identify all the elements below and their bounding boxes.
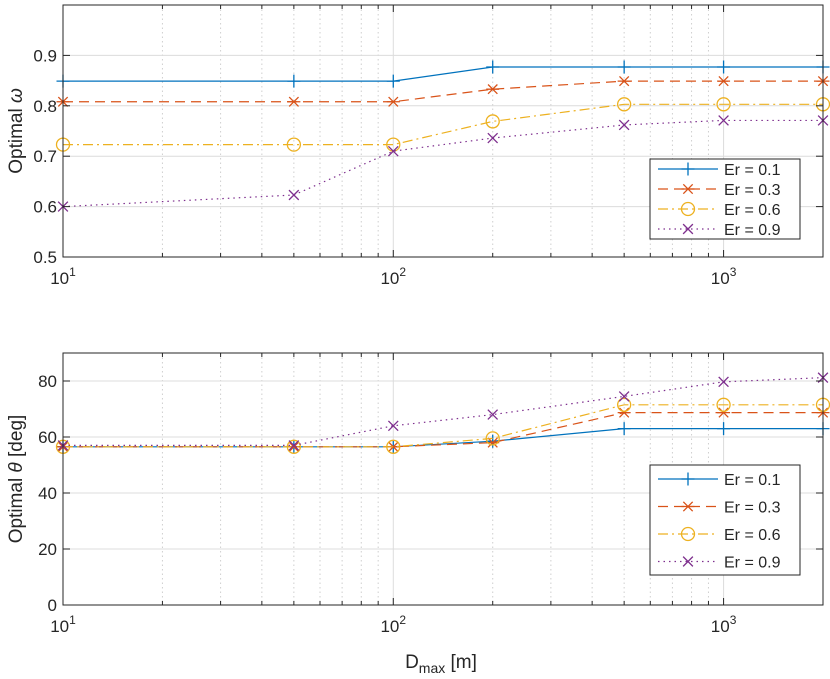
data-point xyxy=(386,439,401,454)
y-tick-label: 0 xyxy=(48,596,57,615)
data-point xyxy=(617,75,631,87)
axes-box xyxy=(62,352,824,606)
y-tick-label: 0.9 xyxy=(33,46,57,65)
legend-box xyxy=(649,158,801,240)
data-point xyxy=(617,407,631,418)
legend-item[interactable]: Er = 0.6 xyxy=(658,201,781,219)
legend-marker xyxy=(682,223,694,235)
legend-marker xyxy=(682,556,694,567)
x-tick-label: 102 xyxy=(380,265,406,288)
data-point xyxy=(616,97,632,112)
series-er-0-9 xyxy=(57,372,829,451)
series-line xyxy=(63,103,823,146)
x-tick-label: 103 xyxy=(711,265,737,288)
data-point xyxy=(618,391,630,402)
series-er-0-9 xyxy=(57,115,829,212)
x-axis-label: Dmax [m] xyxy=(405,652,477,676)
legend-marker xyxy=(681,162,695,176)
y-ticks: 0 20 40 60 80 xyxy=(38,372,823,615)
data-point xyxy=(288,440,300,451)
y-ticks: 0.5 0.6 0.7 0.8 0.9 xyxy=(33,46,823,267)
legend-marker xyxy=(681,183,695,195)
chart-theta: 0 20 40 60 80 101 102 103 Optimal θ [deg] Dmax… xyxy=(6,352,830,676)
data-point xyxy=(717,422,731,436)
data-point xyxy=(616,397,632,412)
legend-marker xyxy=(681,501,695,512)
legend-label: Er = 0.1 xyxy=(724,162,781,179)
y-tick-label: 0.8 xyxy=(33,97,57,116)
data-point xyxy=(486,84,500,95)
legend[interactable]: Er = 0.1 Er = 0.3 Er = 0.6 Er = 0.9 xyxy=(649,158,801,240)
data-point xyxy=(618,119,630,131)
data-point xyxy=(716,97,731,112)
legend-marker xyxy=(681,472,695,486)
data-point xyxy=(717,75,731,87)
data-point xyxy=(485,431,500,446)
axes-box xyxy=(62,4,824,258)
data-point xyxy=(288,189,300,201)
legend-item[interactable]: Er = 0.3 xyxy=(658,182,781,199)
data-point xyxy=(718,376,729,388)
data-point xyxy=(286,137,302,152)
y-tick-label: 0.6 xyxy=(33,198,57,217)
legend-label: Er = 0.9 xyxy=(724,222,781,239)
data-point xyxy=(287,74,301,88)
data-point xyxy=(485,114,500,129)
y-axis-label: Optimal ω xyxy=(6,88,27,174)
legend-marker xyxy=(680,526,696,542)
legend-item[interactable]: Er = 0.9 xyxy=(658,222,781,239)
legend-item[interactable]: Er = 0.1 xyxy=(658,472,781,489)
legend-label: Er = 0.6 xyxy=(724,202,781,219)
y-tick-label: 20 xyxy=(38,540,57,559)
y-tick-label: 80 xyxy=(38,372,57,391)
series-layer xyxy=(55,60,830,212)
data-point xyxy=(617,422,631,436)
x-tick-label: 101 xyxy=(50,265,76,288)
legend[interactable]: Er = 0.1 Er = 0.3 Er = 0.6 Er = 0.9 xyxy=(649,464,801,576)
data-point xyxy=(286,439,302,454)
legend-item[interactable]: Er = 0.3 xyxy=(658,500,781,517)
x-ticks: 101 102 103 xyxy=(50,353,737,636)
data-point xyxy=(716,397,731,412)
legend-marker xyxy=(680,201,696,217)
y-tick-label: 0.7 xyxy=(33,147,57,166)
data-point xyxy=(487,132,499,144)
data-point xyxy=(717,407,731,418)
data-point xyxy=(386,96,400,107)
series-line xyxy=(63,404,823,448)
legend-item[interactable]: Er = 0.9 xyxy=(658,555,781,572)
data-point xyxy=(617,60,631,74)
legend-label: Er = 0.1 xyxy=(724,472,781,489)
data-point xyxy=(386,74,400,88)
data-point xyxy=(387,420,399,432)
y-axis-label: Optimal θ [deg] xyxy=(6,415,27,544)
x-tick-label: 103 xyxy=(711,613,737,636)
x-tick-label: 102 xyxy=(380,613,406,636)
data-point xyxy=(487,409,499,420)
legend-label: Er = 0.9 xyxy=(724,555,781,572)
legend-box xyxy=(649,464,801,576)
legend-item[interactable]: Er = 0.6 xyxy=(658,526,781,544)
data-point xyxy=(718,115,729,126)
legend-label: Er = 0.6 xyxy=(724,527,781,544)
data-point xyxy=(387,145,399,157)
data-point xyxy=(717,60,731,74)
legend-item[interactable]: Er = 0.1 xyxy=(658,162,781,179)
x-tick-label: 101 xyxy=(50,613,76,636)
x-ticks: 101 102 103 xyxy=(50,5,737,288)
legend-label: Er = 0.3 xyxy=(724,500,781,517)
legend-label: Er = 0.3 xyxy=(724,182,781,199)
data-point xyxy=(486,60,500,74)
data-point xyxy=(287,96,301,107)
y-tick-label: 40 xyxy=(38,484,57,503)
y-tick-label: 0.5 xyxy=(33,248,57,267)
y-tick-label: 60 xyxy=(38,428,57,447)
chart-omega: 0.5 0.6 0.7 0.8 0.9 101 102 103 Optimal ω Er =… xyxy=(6,4,830,288)
